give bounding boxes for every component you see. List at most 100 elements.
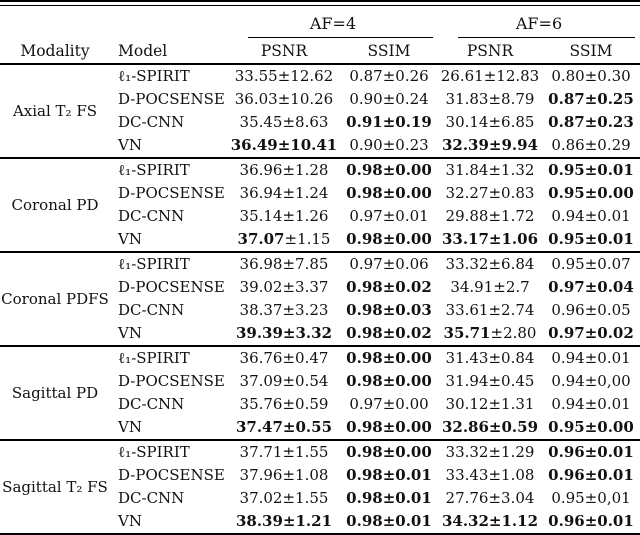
model-cell: D-POCSENSE [118, 466, 225, 484]
ssim-af6-cell: 0.87±0.25 [548, 90, 634, 108]
psnr-af6-cell: 33.61±2.74 [445, 301, 535, 319]
ssim-af6-cell: 0.94±0.01 [551, 207, 631, 225]
ssim-af4-cell: 0.98±0.00 [340, 157, 438, 182]
model-cell: VN [118, 512, 142, 530]
psnr-af6-cell: 30.14±6.85 [445, 113, 535, 131]
model-cell: VN [118, 136, 142, 154]
psnr-af6-cell: 34.91±2.7 [450, 278, 530, 296]
table-row: D-POCSENSE 36.94±1.24 0.98±0.00 32.27±0.83 0… [0, 182, 640, 205]
table-row: Axial T₂ FS ℓ₁-SPIRIT 33.55±12.62 0.87±0.26… [0, 63, 640, 158]
column-header-row: Modality Model PSNR SSIM PSNR SSIM [0, 38, 640, 65]
psnr-af6-cell: 27.76±3.04 [445, 489, 535, 507]
ssim-af6-cell: 0.95±0.01 [542, 157, 640, 182]
model-cell: VN [118, 230, 142, 248]
psnr-af4-cell: 35.76±0.59 [239, 395, 329, 413]
ssim-af4-cell: 0.97±0.06 [340, 251, 438, 276]
table-row: VN 37.47±0.55 0.98±0.00 32.86±0.59 0.95±0.00 [0, 416, 640, 440]
model-cell: DC-CNN [118, 395, 185, 413]
af4-header: AF=4 [228, 6, 438, 38]
model-cell: ℓ₁-SPIRIT [110, 157, 228, 182]
ssim-af6-cell: 0.95±0.01 [548, 230, 634, 248]
psnr-af4-cell: 36.03±10.26 [234, 90, 334, 108]
ssim-af4-cell: 0.98±0.02 [346, 324, 432, 342]
ssim-af4-cell: 0.98±0.00 [346, 184, 432, 202]
model-cell: ℓ₁-SPIRIT [110, 345, 228, 370]
psnr-af6-cell: 31.83±8.79 [445, 90, 535, 108]
ssim-af4-cell: 0.98±0.00 [346, 372, 432, 390]
psnr-af6-cell: 31.94±0.45 [445, 372, 535, 390]
mean-value: 35.71 [443, 324, 491, 342]
psnr-af6-cell: 26.61±12.83 [438, 63, 542, 88]
psnr-af4-header: PSNR [228, 38, 340, 65]
psnr-af4-cell: 37.71±1.55 [228, 439, 340, 464]
model-cell: VN [118, 324, 142, 342]
table-body: Axial T₂ FS ℓ₁-SPIRIT 33.55±12.62 0.87±0.26… [0, 63, 640, 535]
ssim-af6-cell: 0.96±0.01 [542, 439, 640, 464]
model-header: Model [110, 38, 228, 65]
table-row: Sagittal PD ℓ₁-SPIRIT 36.76±0.47 0.98±0.00 3… [0, 345, 640, 440]
table-row: DC-CNN 37.02±1.55 0.98±0.01 27.76±3.04 0.95±… [0, 487, 640, 510]
table-row: VN 37.07±1.15 0.98±0.00 33.17±1.06 0.95±0.01 [0, 228, 640, 252]
ssim-af4-cell: 0.90±0.24 [349, 90, 429, 108]
table-row: DC-CNN 35.45±8.63 0.91±0.19 30.14±6.85 0.87±… [0, 111, 640, 134]
table-row: Sagittal T₂ FS ℓ₁-SPIRIT 37.71±1.55 0.98±0.… [0, 439, 640, 535]
psnr-af6-cell: 30.12±1.31 [445, 395, 535, 413]
model-cell: ℓ₁-SPIRIT [110, 251, 228, 276]
modality-cell: Coronal PDFS [0, 251, 110, 346]
psnr-af6-cell: 29.88±1.72 [445, 207, 535, 225]
table-row: VN 39.39±3.32 0.98±0.02 35.71±2.80 0.97±0.02 [0, 322, 640, 346]
psnr-af4-cell: 37.02±1.55 [239, 489, 329, 507]
table-row: D-POCSENSE 36.03±10.26 0.90±0.24 31.83±8.79… [0, 88, 640, 111]
table-row: Coronal PDFS ℓ₁-SPIRIT 36.98±7.85 0.97±0.06… [0, 251, 640, 346]
ssim-af6-cell: 0.96±0.05 [551, 301, 631, 319]
psnr-af6-cell: 35.71±2.80 [443, 324, 537, 342]
psnr-af6-cell: 33.32±1.29 [438, 439, 542, 464]
ssim-af6-cell: 0.96±0.01 [548, 466, 634, 484]
ssim-af6-cell: 0.86±0.29 [551, 136, 631, 154]
model-cell: DC-CNN [118, 489, 185, 507]
psnr-af6-header: PSNR [438, 38, 542, 65]
ssim-af6-cell: 0.95±0.00 [548, 418, 634, 436]
psnr-af6-cell: 33.17±1.06 [441, 230, 539, 248]
af-header-row: AF=4 AF=6 [0, 6, 640, 38]
psnr-af4-cell: 37.47±0.55 [235, 418, 333, 436]
model-cell: VN [118, 418, 142, 436]
psnr-af6-cell: 32.39±9.94 [441, 136, 539, 154]
ssim-af4-cell: 0.98±0.00 [340, 345, 438, 370]
psnr-af6-cell: 32.86±0.59 [441, 418, 539, 436]
modality-cell: Sagittal PD [0, 345, 110, 440]
table-row: D-POCSENSE 37.96±1.08 0.98±0.01 33.43±1.08 0… [0, 464, 640, 487]
psnr-af4-cell: 36.98±7.85 [228, 251, 340, 276]
ssim-af4-cell: 0.87±0.26 [340, 63, 438, 88]
psnr-af4-cell: 35.45±8.63 [239, 113, 329, 131]
ssim-af4-cell: 0.98±0.01 [346, 512, 432, 530]
mean-value: 37.07 [237, 230, 285, 248]
ssim-af6-cell: 0.80±0.30 [542, 63, 640, 88]
psnr-af4-cell: 38.39±1.21 [235, 512, 333, 530]
modality-cell: Sagittal T₂ FS [0, 439, 110, 535]
model-cell: DC-CNN [118, 301, 185, 319]
psnr-af4-cell: 37.09±0.54 [239, 372, 329, 390]
af6-header: AF=6 [438, 6, 640, 38]
ssim-af6-cell: 0.97±0.02 [548, 324, 634, 342]
model-cell: D-POCSENSE [118, 90, 225, 108]
psnr-af4-cell: 33.55±12.62 [228, 63, 340, 88]
ssim-af6-cell: 0.95±0,01 [551, 489, 631, 507]
ssim-af4-cell: 0.98±0.02 [346, 278, 432, 296]
table-row: VN 38.39±1.21 0.98±0.01 34.32±1.12 0.96±0.01 [0, 510, 640, 535]
model-cell: DC-CNN [118, 207, 185, 225]
ssim-af4-cell: 0.91±0.19 [346, 113, 432, 131]
ssim-af4-cell: 0.98±0.01 [346, 466, 432, 484]
ssim-af6-cell: 0.95±0.07 [542, 251, 640, 276]
table-row: DC-CNN 35.76±0.59 0.97±0.00 30.12±1.31 0.94±… [0, 393, 640, 416]
psnr-af4-cell: 37.07±1.15 [237, 230, 331, 248]
psnr-af4-cell: 35.14±1.26 [239, 207, 329, 225]
ssim-af6-cell: 0.94±0.01 [542, 345, 640, 370]
psnr-af6-cell: 31.43±0.84 [438, 345, 542, 370]
psnr-af4-cell: 39.02±3.37 [239, 278, 329, 296]
psnr-af6-cell: 34.32±1.12 [441, 512, 539, 530]
psnr-af6-cell: 32.27±0.83 [445, 184, 535, 202]
ssim-af4-cell: 0.98±0.00 [346, 230, 432, 248]
psnr-af4-cell: 36.76±0.47 [228, 345, 340, 370]
ssim-af6-cell: 0.96±0.01 [548, 512, 634, 530]
